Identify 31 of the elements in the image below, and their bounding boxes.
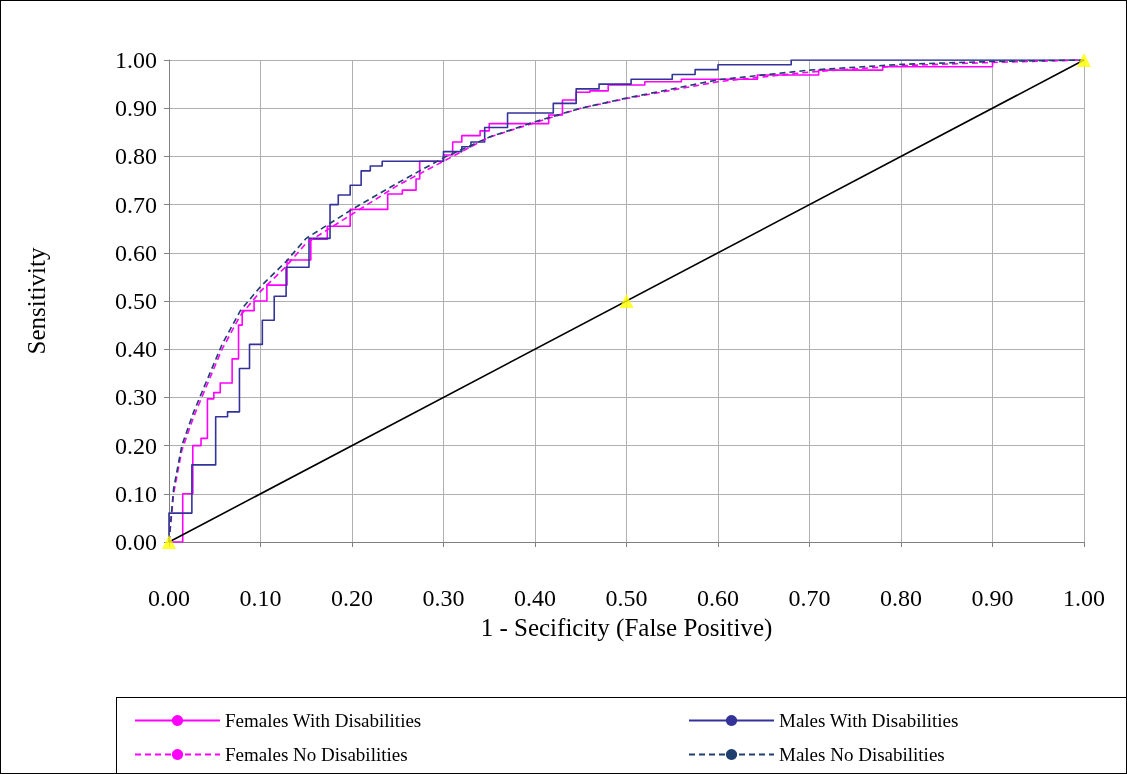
y-tick-label: 0.20 (115, 432, 157, 459)
x-tick-label: 0.40 (514, 585, 556, 611)
x-tick-label: 1.00 (1063, 585, 1105, 611)
y-tick-label: 0.90 (115, 95, 157, 122)
y-tick-label: 0.60 (115, 239, 157, 266)
point (619, 294, 634, 308)
y-tick-label: 0.30 (115, 384, 157, 411)
y-axis-title: Sensitivity (23, 247, 50, 355)
x-tick-label: 0.00 (148, 585, 190, 611)
x-tick-label: 0.50 (605, 585, 648, 611)
x-tick-label: 0.30 (422, 585, 465, 611)
legend-label: Females No Disabilities (225, 744, 408, 765)
x-tick-label: 0.10 (239, 585, 282, 611)
x-tick-label: 0.70 (788, 585, 831, 611)
legend-label: Males With Disabilities (779, 710, 959, 731)
y-tick-label: 0.10 (115, 480, 157, 507)
x-tick-label: 0.60 (697, 585, 739, 611)
y-tick-label: 0.00 (115, 529, 157, 555)
y-tick-label: 0.80 (115, 143, 157, 170)
x-tick-label: 0.80 (880, 585, 922, 611)
legend-label: Females With Disabilities (225, 710, 422, 731)
y-tick-label: 0.40 (115, 336, 157, 363)
legend-label: Males No Disabilities (779, 744, 945, 765)
y-tick-label: 1.00 (115, 47, 157, 73)
y-tick-label: 0.70 (115, 191, 157, 218)
x-tick-label: 0.90 (971, 585, 1014, 611)
point (162, 535, 176, 549)
x-tick-label: 0.20 (331, 585, 373, 611)
point (1077, 53, 1091, 67)
x-axis-title: 1 - Secificity (False Positive) (480, 613, 773, 642)
y-tick-label: 0.50 (115, 288, 157, 314)
